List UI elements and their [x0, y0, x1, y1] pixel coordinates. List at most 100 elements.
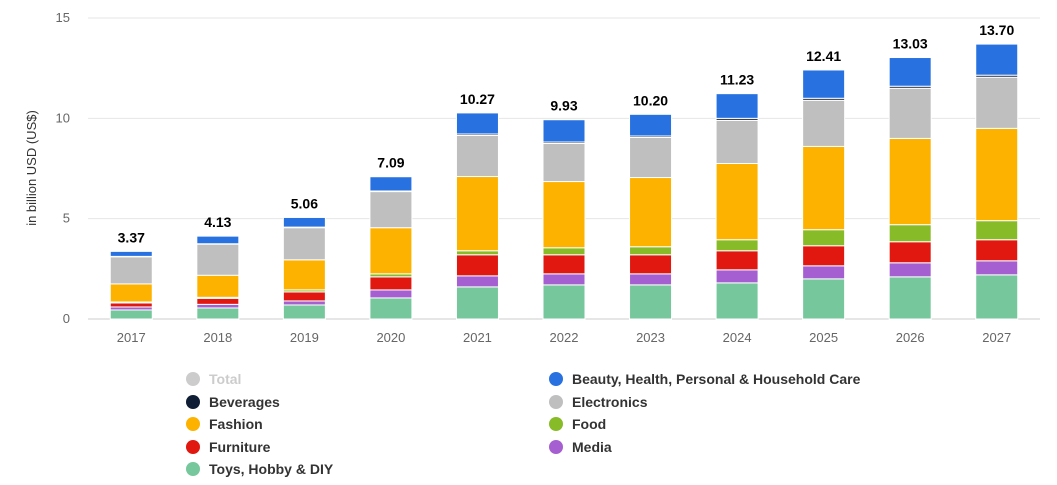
total-data-label: 13.70 [979, 22, 1014, 38]
bar-segment[interactable] [888, 262, 932, 278]
bar-segment[interactable] [715, 269, 759, 284]
bar-segment[interactable] [802, 229, 846, 247]
bar-segment[interactable] [888, 87, 932, 139]
bar-segment[interactable] [196, 303, 240, 309]
bar-segment[interactable] [282, 291, 326, 302]
bar-segment[interactable] [629, 284, 673, 320]
legend-item[interactable]: Toys, Hobby & DIY [186, 459, 333, 479]
legend-item[interactable]: Beauty, Health, Personal & Household Car… [549, 369, 860, 389]
bar-stack-2018[interactable] [196, 235, 240, 320]
bar-segment[interactable] [109, 283, 153, 303]
bar-stack-2024[interactable] [715, 93, 759, 320]
bar-segment[interactable] [802, 245, 846, 267]
bar-segment[interactable] [455, 134, 499, 178]
bar-stack-2023[interactable] [629, 113, 673, 320]
bar-segment[interactable] [369, 289, 413, 299]
bar-stack-2025[interactable] [802, 69, 846, 320]
bar-segment[interactable] [715, 162, 759, 241]
y-tick-label: 10 [56, 110, 70, 125]
bar-segment[interactable] [888, 57, 932, 87]
bar-segment[interactable] [455, 286, 499, 320]
bar-segment[interactable] [109, 302, 153, 308]
bar-segment[interactable] [715, 239, 759, 252]
bar-segment[interactable] [975, 76, 1019, 129]
bar-stack-2020[interactable] [369, 176, 413, 320]
bar-segment[interactable] [802, 99, 846, 147]
bar-segment[interactable] [109, 250, 153, 257]
legend-item[interactable]: Electronics [549, 392, 647, 412]
bar-segment[interactable] [196, 243, 240, 276]
bar-segment[interactable] [802, 69, 846, 99]
bar-segment[interactable] [369, 191, 413, 229]
bar-segment[interactable] [888, 241, 932, 264]
y-axis-tick-labels: 0 5 10 15 [56, 10, 70, 326]
legend-item[interactable]: Beverages [186, 392, 280, 412]
bar-segment[interactable] [282, 259, 326, 291]
bar-segment[interactable] [369, 276, 413, 291]
bar-segment[interactable] [542, 247, 586, 256]
bar-stack-2027[interactable] [975, 43, 1019, 320]
bar-stack-2017[interactable] [109, 250, 153, 320]
bar-segment[interactable] [196, 307, 240, 320]
bar-segment[interactable] [629, 136, 673, 179]
bar-segment[interactable] [888, 224, 932, 243]
bar-segment[interactable] [629, 113, 673, 137]
bar-stack-2021[interactable] [455, 112, 499, 320]
bar-segment[interactable] [542, 284, 586, 320]
legend-swatch [186, 439, 200, 454]
bar-segment[interactable] [542, 142, 586, 183]
bar-segment[interactable] [975, 127, 1019, 222]
bar-segment[interactable] [369, 297, 413, 320]
bar-segment[interactable] [715, 282, 759, 320]
bar-segment[interactable] [196, 297, 240, 305]
bar-segment[interactable] [282, 216, 326, 228]
bar-segment[interactable] [109, 256, 153, 285]
legend-item[interactable]: Total [186, 369, 241, 389]
bar-segment[interactable] [196, 274, 240, 298]
bar-segment[interactable] [975, 43, 1019, 76]
bar-segment[interactable] [629, 177, 673, 248]
bar-segment[interactable] [542, 119, 586, 143]
bar-segment[interactable] [629, 273, 673, 286]
bar-segment[interactable] [888, 276, 932, 320]
bar-segment[interactable] [369, 176, 413, 192]
bar-segment[interactable] [542, 181, 586, 249]
bar-segment[interactable] [282, 300, 326, 306]
legend-item[interactable]: Furniture [186, 437, 270, 457]
bar-segment[interactable] [282, 227, 326, 261]
bar-segment[interactable] [455, 275, 499, 288]
bar-segment[interactable] [975, 260, 1019, 276]
bar-segment[interactable] [802, 278, 846, 320]
bar-segment[interactable] [455, 254, 499, 277]
bar-segment[interactable] [629, 246, 673, 256]
bar-segment[interactable] [455, 176, 499, 252]
bar-segment[interactable] [975, 239, 1019, 262]
bar-segment[interactable] [369, 227, 413, 275]
bar-segment[interactable] [282, 304, 326, 320]
y-tick-label: 0 [63, 311, 70, 326]
bar-segment[interactable] [975, 220, 1019, 241]
bar-stack-2026[interactable] [888, 57, 932, 320]
bar-segment[interactable] [629, 254, 673, 275]
bar-segment[interactable] [975, 274, 1019, 320]
legend-label: Toys, Hobby & DIY [209, 461, 334, 477]
legend-item[interactable]: Food [549, 414, 606, 434]
bar-segment[interactable] [715, 250, 759, 271]
bar-segment[interactable] [455, 250, 499, 256]
bar-segment[interactable] [196, 235, 240, 245]
x-tick-label: 2020 [376, 330, 405, 345]
bar-segment[interactable] [109, 309, 153, 320]
bar-segment[interactable] [802, 145, 846, 231]
legend-item[interactable]: Fashion [186, 414, 263, 434]
bar-segment[interactable] [542, 254, 586, 275]
bar-segment[interactable] [455, 112, 499, 135]
bar-stack-2019[interactable] [282, 216, 326, 320]
legend-item[interactable]: Media [549, 437, 612, 457]
bar-segment[interactable] [802, 265, 846, 280]
bar-segment[interactable] [715, 93, 759, 119]
total-data-label: 9.93 [550, 98, 577, 114]
bar-segment[interactable] [542, 273, 586, 286]
bar-segment[interactable] [715, 119, 759, 164]
bar-stack-2022[interactable] [542, 119, 586, 320]
bar-segment[interactable] [888, 137, 932, 226]
